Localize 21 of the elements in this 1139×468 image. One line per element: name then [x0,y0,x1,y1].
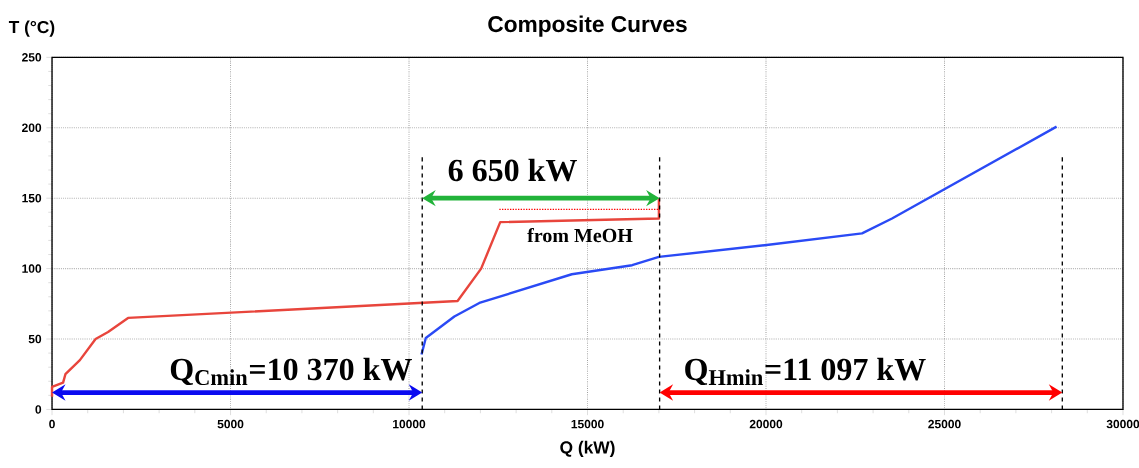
x-tick-label: 0 [49,419,55,429]
y-tick-label: 100 [22,264,42,273]
x-axis-title: Q (kW) [560,440,615,457]
y-axis-title: T (°C) [8,20,55,37]
x-tick-label: 15000 [571,419,604,429]
y-tick-label: 150 [22,193,42,203]
y-tick-label: 0 [35,405,42,414]
annotation: 6 650 kW [448,158,577,182]
annotation: from MeOH [527,227,633,243]
x-tick-label: 10000 [393,419,426,429]
x-tick-label: 20000 [749,419,783,429]
chart-title: Composite Curves [488,15,687,37]
line-series [420,125,1058,356]
annotation: Q$_{Hmin}$=11 097 kW [685,357,926,386]
x-tick-label: 25000 [928,419,961,429]
y-tick-label: 250 [22,53,42,62]
y-tick-label: 200 [22,123,42,132]
y-tick-label: 50 [28,334,42,344]
x-tick-label: 5000 [217,419,244,429]
x-tick-label: 30000 [1106,419,1139,429]
annotation: Q$_{Cmin}$=10 370 kW [170,357,412,386]
